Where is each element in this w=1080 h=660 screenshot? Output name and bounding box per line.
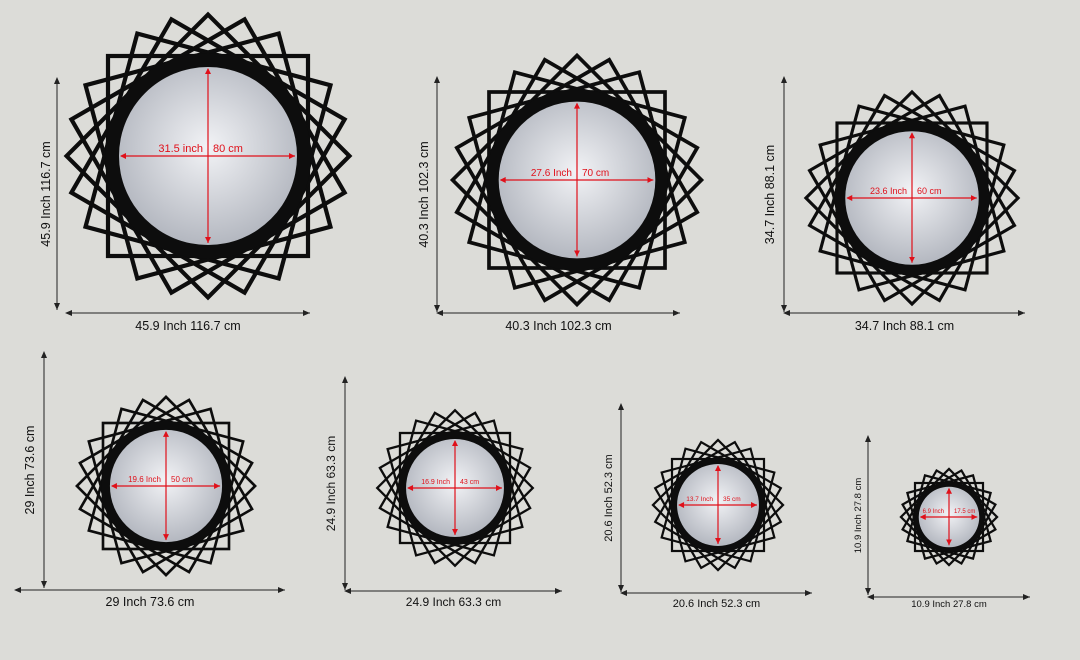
height-label: 29 Inch 73.6 cm: [23, 426, 37, 515]
mirror-size-102-3: 27.6 Inch 70 cm 40.3 Inch 102.3 cm 40.3 Inc…: [417, 52, 705, 333]
mirror-size-116-7: 31.5 inch 80 cm 45.9 Inch 116.7 cm 45.9 Inc…: [39, 11, 353, 333]
glass-size-inch: 23.6 Inch: [870, 186, 907, 196]
height-label: 10.9 Inch 27.8 cm: [853, 478, 864, 554]
glass-size-cm: 43 cm: [460, 479, 479, 486]
glass-size-inch: 31.5 inch: [158, 143, 203, 155]
glass-size-cm: 70 cm: [582, 168, 609, 179]
glass-size-cm: 35 cm: [723, 496, 741, 503]
height-label: 45.9 Inch 116.7 cm: [39, 141, 53, 246]
glass-size-cm: 60 cm: [917, 186, 942, 196]
mirror-size-88-1: 23.6 Inch 60 cm 34.7 Inch 88.1 cm 34.7 Inch…: [763, 76, 1025, 333]
height-label: 40.3 Inch 102.3 cm: [417, 141, 431, 247]
height-label: 24.9 Inch 63.3 cm: [324, 436, 338, 531]
width-label: 24.9 Inch 63.3 cm: [406, 595, 501, 609]
width-label: 40.3 Inch 102.3 cm: [505, 319, 611, 333]
glass-size-cm: 80 cm: [213, 143, 243, 155]
mirror-size-27-8: 6.9 Inch 17.5 cm 10.9 Inch 27.8 cm 10.9 Inc…: [853, 435, 1030, 610]
glass-size-inch: 6.9 Inch: [923, 509, 944, 515]
width-label: 29 Inch 73.6 cm: [106, 595, 195, 609]
glass-size-inch: 27.6 Inch: [531, 168, 572, 179]
glass-size-inch: 16.9 Inch: [421, 479, 450, 486]
height-label: 20.6 Inch 52.3 cm: [603, 454, 615, 541]
glass-size-inch: 19.6 Inch: [128, 475, 161, 484]
glass-size-cm: 50 cm: [171, 475, 193, 484]
width-label: 10.9 Inch 27.8 cm: [911, 599, 987, 610]
width-label: 34.7 Inch 88.1 cm: [855, 319, 954, 333]
glass-size-cm: 17.5 cm: [954, 509, 975, 515]
height-label: 34.7 Inch 88.1 cm: [763, 145, 777, 244]
glass-size-inch: 13.7 Inch: [686, 496, 713, 503]
width-label: 20.6 Inch 52.3 cm: [673, 598, 760, 610]
width-label: 45.9 Inch 116.7 cm: [135, 319, 240, 333]
mirror-size-63-3: 16.9 Inch 43 cm 24.9 Inch 63.3 cm 24.9 Inch…: [324, 376, 562, 609]
mirror-size-73-6: 19.6 Inch 50 cm 29 Inch 73.6 cm 29 Inch 73.…: [14, 351, 285, 609]
mirror-size-52-3: 13.7 Inch 35 cm 20.6 Inch 52.3 cm 20.6 Inch…: [603, 403, 812, 610]
